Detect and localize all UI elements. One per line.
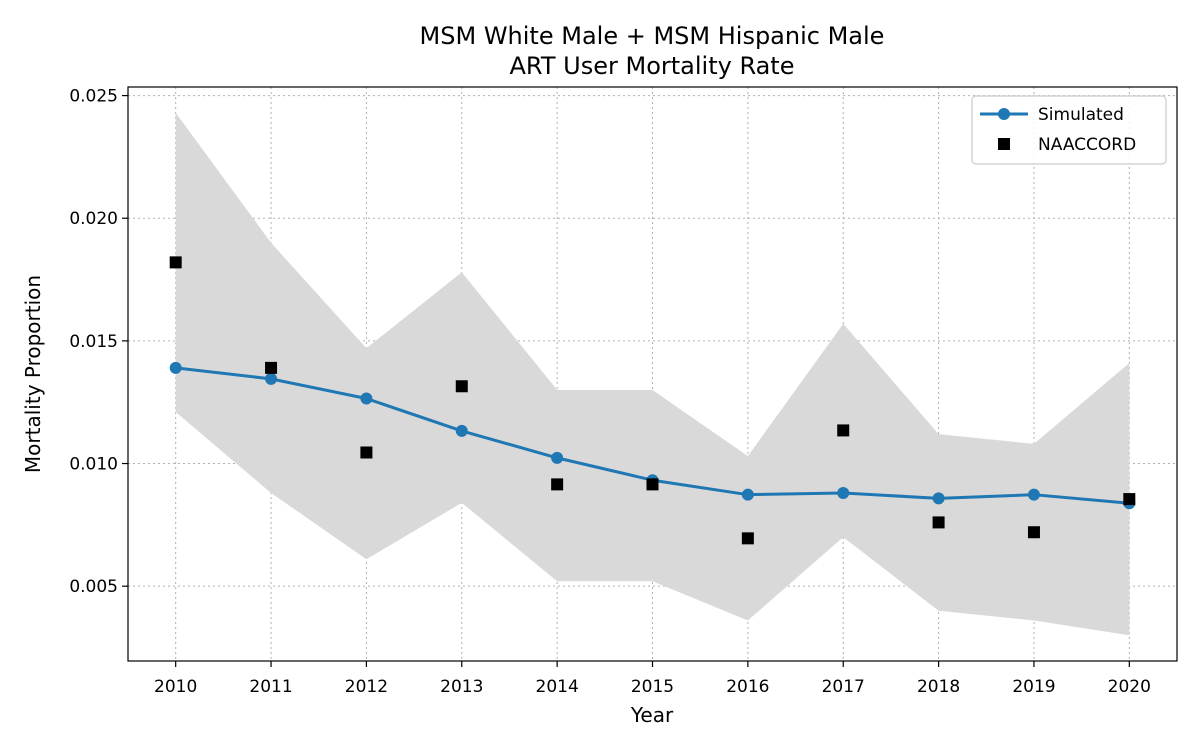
legend-label-naaccord: NAACCORD	[1038, 135, 1136, 155]
naaccord-point	[265, 361, 278, 374]
legend-naaccord-marker	[998, 138, 1010, 150]
x-tick-label: 2010	[154, 677, 197, 697]
simulated-point	[265, 372, 278, 385]
naaccord-point	[1027, 526, 1040, 539]
naaccord-point	[741, 532, 754, 545]
naaccord-point	[932, 516, 945, 529]
y-axis: 0.005 0.010 0.015 0.020 0.025	[69, 87, 128, 597]
x-axis: 2010 2011 2012 2013 2014 2015 2016 2017 2018 2019…	[154, 661, 1151, 697]
y-tick-label: 0.010	[69, 455, 118, 475]
legend: Simulated NAACCORD	[971, 95, 1167, 165]
x-tick-label: 2020	[1108, 677, 1151, 697]
legend-label-simulated: Simulated	[1038, 105, 1124, 125]
x-tick-label: 2013	[440, 677, 483, 697]
simulated-point	[455, 424, 468, 437]
simulated-point	[360, 392, 373, 405]
x-tick-label: 2016	[726, 677, 769, 697]
simulated-point	[1027, 488, 1040, 501]
x-tick-label: 2015	[631, 677, 674, 697]
naaccord-point	[169, 256, 182, 269]
band-area	[175, 112, 1130, 636]
y-tick-label: 0.025	[69, 87, 118, 107]
naaccord-point	[837, 424, 850, 437]
legend-simulated-marker	[998, 108, 1010, 120]
x-tick-label: 2012	[345, 677, 388, 697]
chart-title-line1: MSM White Male + MSM Hispanic Male	[420, 22, 885, 50]
x-tick-label: 2014	[536, 677, 579, 697]
simulated-point	[551, 451, 564, 464]
y-axis-label: Mortality Proportion	[21, 275, 45, 473]
naaccord-point	[551, 478, 564, 491]
naaccord-point	[360, 446, 373, 459]
naaccord-point	[455, 380, 468, 393]
naaccord-point	[1123, 493, 1136, 506]
x-axis-label: Year	[630, 703, 674, 727]
chart-title-line2: ART User Mortality Rate	[510, 52, 795, 80]
x-tick-label: 2019	[1012, 677, 1055, 697]
x-tick-label: 2018	[917, 677, 960, 697]
series-layer	[169, 256, 1136, 545]
naaccord-point	[646, 478, 659, 491]
y-tick-label: 0.020	[69, 209, 118, 229]
simulated-point	[741, 488, 754, 501]
y-tick-label: 0.015	[69, 332, 118, 352]
simulated-point	[169, 361, 182, 374]
simulated-point	[837, 486, 850, 499]
x-tick-label: 2017	[822, 677, 865, 697]
x-tick-label: 2011	[249, 677, 292, 697]
simulated-point	[932, 492, 945, 505]
y-tick-label: 0.005	[69, 577, 118, 597]
confidence-band	[175, 112, 1130, 636]
